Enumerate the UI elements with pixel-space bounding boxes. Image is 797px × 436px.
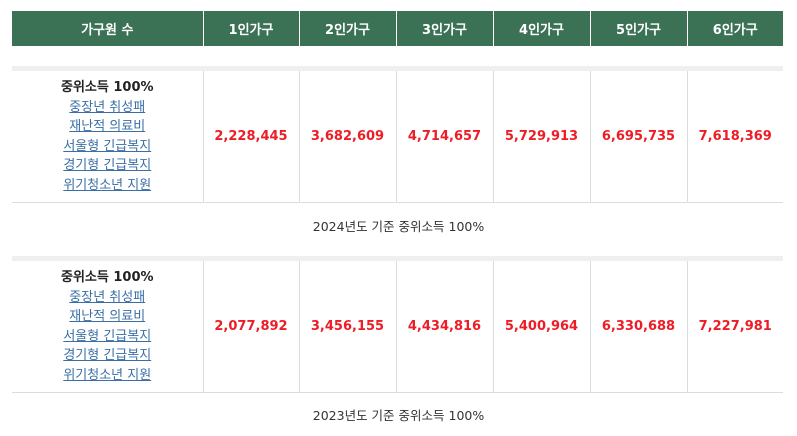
- table-caption-2023: 2023년도 기준 중위소득 100%: [312, 408, 485, 423]
- value-5-person: 6,695,735: [589, 71, 688, 203]
- income-table-2023: 중위소득 100% 중장년 취성패 재난적 의료비 서울형 긴급복지 경기형 긴…: [12, 256, 783, 393]
- label-cell: 중위소득 100% 중장년 취성패 재난적 의료비 서울형 긴급복지 경기형 긴…: [12, 71, 204, 203]
- value-3-person: 4,714,657: [395, 71, 494, 203]
- link-catastrophic-medical[interactable]: 재난적 의료비: [69, 119, 146, 134]
- income-table-2024: 중위소득 100% 중장년 취성패 재난적 의료비 서울형 긴급복지 경기형 긴…: [12, 66, 783, 203]
- value-4-person: 5,400,964: [492, 261, 591, 393]
- header-4-person: 4인가구: [493, 11, 591, 46]
- header-row: 가구원 수 1인가구 2인가구 3인가구 4인가구 5인가구 6인가구: [12, 11, 783, 46]
- header-2-person: 2인가구: [299, 11, 397, 46]
- value-4-person: 5,729,913: [492, 71, 591, 203]
- link-youth-crisis-support[interactable]: 위기청소년 지원: [63, 367, 152, 383]
- link-seoul-emergency-welfare[interactable]: 서울형 긴급복지: [63, 138, 152, 154]
- value-1-person: 2,228,445: [202, 71, 300, 203]
- header-household-size: 가구원 수: [12, 11, 204, 46]
- link-youth-crisis-support[interactable]: 위기청소년 지원: [63, 177, 152, 193]
- link-gyeonggi-emergency-welfare[interactable]: 경기형 긴급복지: [63, 348, 152, 363]
- label-cell: 중위소득 100% 중장년 취성패 재난적 의료비 서울형 긴급복지 경기형 긴…: [12, 261, 204, 393]
- value-2-person: 3,456,155: [298, 261, 397, 393]
- link-catastrophic-medical[interactable]: 재난적 의료비: [69, 309, 146, 324]
- separator-row: [12, 66, 783, 71]
- header-1-person: 1인가구: [203, 11, 300, 46]
- label-title: 중위소득 100%: [60, 80, 154, 95]
- table-row: 중위소득 100% 중장년 취성패 재난적 의료비 서울형 긴급복지 경기형 긴…: [12, 71, 783, 203]
- table-row: 중위소득 100% 중장년 취성패 재난적 의료비 서울형 긴급복지 경기형 긴…: [12, 261, 783, 393]
- header-6-person: 6인가구: [687, 11, 783, 46]
- header-3-person: 3인가구: [396, 11, 494, 46]
- separator-row: [12, 256, 783, 261]
- value-2-person: 3,682,609: [298, 71, 397, 203]
- value-1-person: 2,077,892: [202, 261, 300, 393]
- value-5-person: 6,330,688: [589, 261, 688, 393]
- value-6-person: 7,227,981: [686, 261, 783, 393]
- value-3-person: 4,434,816: [395, 261, 494, 393]
- header-table: 가구원 수 1인가구 2인가구 3인가구 4인가구 5인가구 6인가구: [12, 11, 783, 46]
- link-seoul-emergency-welfare[interactable]: 서울형 긴급복지: [63, 328, 152, 344]
- header-5-person: 5인가구: [590, 11, 688, 46]
- link-jungjangnyeon[interactable]: 중장년 취성패: [69, 289, 146, 305]
- link-gyeonggi-emergency-welfare[interactable]: 경기형 긴급복지: [63, 158, 152, 173]
- label-title: 중위소득 100%: [60, 270, 154, 285]
- table-caption-2024: 2024년도 기준 중위소득 100%: [312, 219, 485, 234]
- value-6-person: 7,618,369: [686, 71, 783, 203]
- link-jungjangnyeon[interactable]: 중장년 취성패: [69, 99, 146, 115]
